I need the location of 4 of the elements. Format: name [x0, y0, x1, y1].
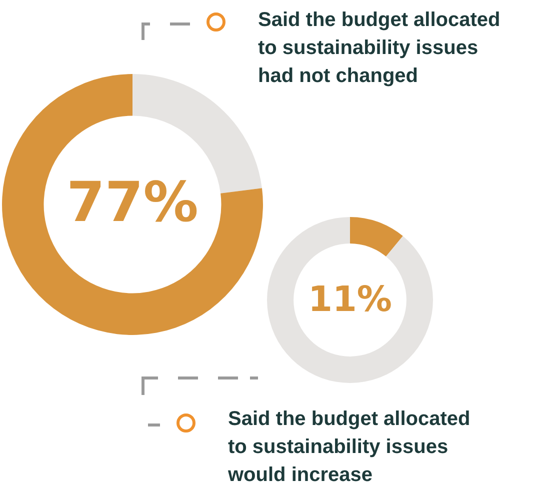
text: Said the budget allocated to sustainability issues would increase: [228, 407, 472, 488]
text: 11%: [308, 280, 392, 320]
data-label: 77%: [66, 170, 198, 234]
text: Said the budget allocated to sustainability issues had not changed: [258, 8, 502, 89]
